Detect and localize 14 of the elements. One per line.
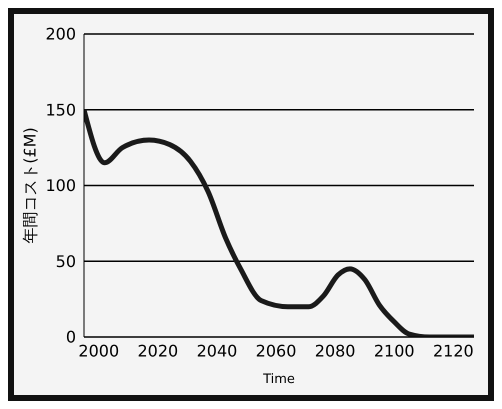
x-tick-label: 2040 xyxy=(196,341,238,360)
y-tick-label: 150 xyxy=(45,100,76,120)
x-tick-label: 2120 xyxy=(432,341,474,360)
y-axis-title: 年間コスト(£M) xyxy=(20,127,40,244)
x-tick-label: 2020 xyxy=(138,341,178,360)
x-axis-title: Time xyxy=(262,372,295,387)
x-tick-label: 2060 xyxy=(256,341,296,360)
x-tick-label: 2100 xyxy=(374,341,415,360)
y-tick-label: 200 xyxy=(45,24,76,44)
x-tick-label: 2080 xyxy=(314,341,356,360)
y-tick-label: 0 xyxy=(66,328,76,347)
x-tick-label: 2000 xyxy=(78,341,120,360)
y-tick-label: 100 xyxy=(45,176,76,196)
y-tick-label: 50 xyxy=(56,252,76,271)
